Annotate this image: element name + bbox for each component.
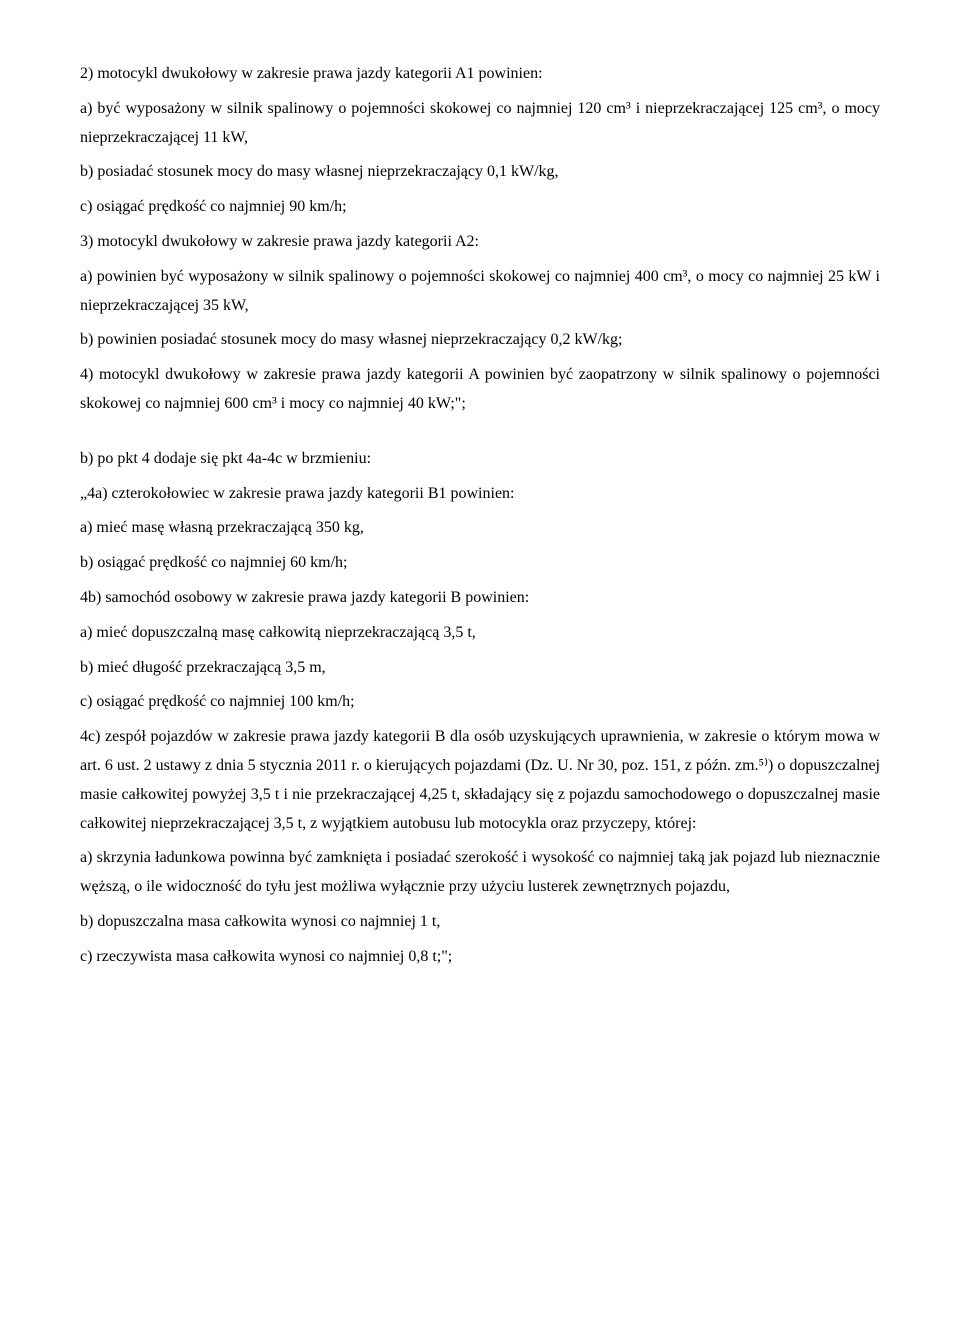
para-9: b) po pkt 4 dodaje się pkt 4a-4c w brzmi… xyxy=(80,445,880,474)
para-0: 2) motocykl dwukołowy w zakresie prawa j… xyxy=(80,60,880,89)
section-spacer xyxy=(80,425,880,445)
para-16: c) osiągać prędkość co najmniej 100 km/h… xyxy=(80,688,880,717)
para-12: b) osiągać prędkość co najmniej 60 km/h; xyxy=(80,549,880,578)
para-13: 4b) samochód osobowy w zakresie prawa ja… xyxy=(80,584,880,613)
para-20: c) rzeczywista masa całkowita wynosi co … xyxy=(80,943,880,972)
para-3: c) osiągać prędkość co najmniej 90 km/h; xyxy=(80,193,880,222)
para-18: a) skrzynia ładunkowa powinna być zamkni… xyxy=(80,844,880,902)
para-19: b) dopuszczalna masa całkowita wynosi co… xyxy=(80,908,880,937)
para-14: a) mieć dopuszczalną masę całkowitą niep… xyxy=(80,619,880,648)
para-2: b) posiadać stosunek mocy do masy własne… xyxy=(80,158,880,187)
para-5: a) powinien być wyposażony w silnik spal… xyxy=(80,263,880,321)
para-10: „4a) czterokołowiec w zakresie prawa jaz… xyxy=(80,480,880,509)
para-6: b) powinien posiadać stosunek mocy do ma… xyxy=(80,326,880,355)
para-4: 3) motocykl dwukołowy w zakresie prawa j… xyxy=(80,228,880,257)
para-17: 4c) zespół pojazdów w zakresie prawa jaz… xyxy=(80,723,880,838)
para-7: 4) motocykl dwukołowy w zakresie prawa j… xyxy=(80,361,880,419)
para-15: b) mieć długość przekraczającą 3,5 m, xyxy=(80,654,880,683)
para-11: a) mieć masę własną przekraczającą 350 k… xyxy=(80,514,880,543)
para-1: a) być wyposażony w silnik spalinowy o p… xyxy=(80,95,880,153)
